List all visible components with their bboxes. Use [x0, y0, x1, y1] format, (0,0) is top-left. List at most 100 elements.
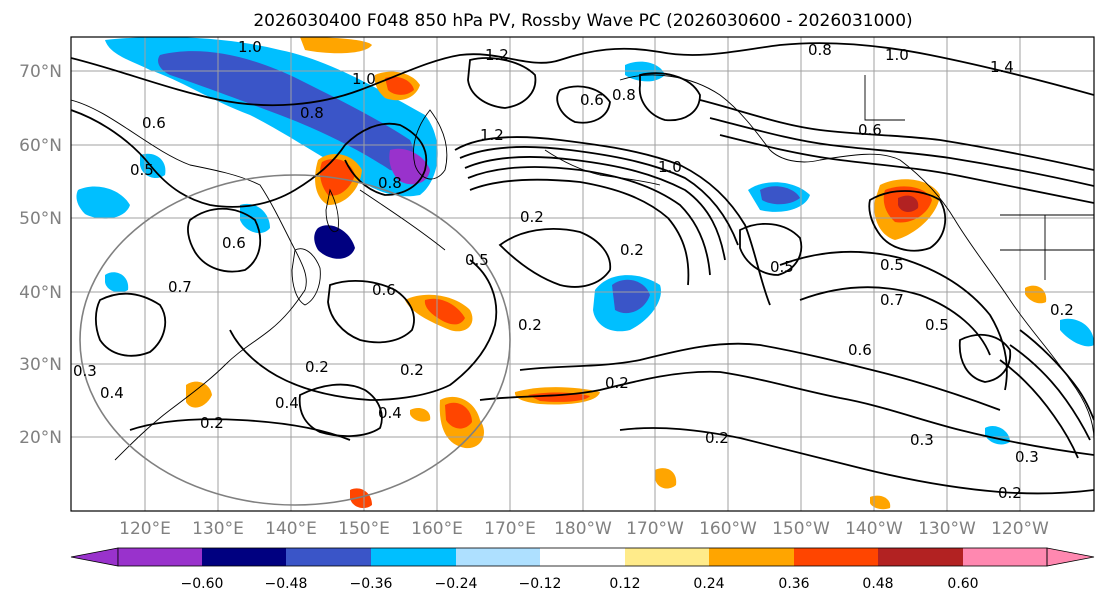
kurils-coast	[359, 189, 446, 251]
contour-line	[454, 136, 771, 306]
contour-label: 0.2	[518, 316, 542, 334]
lon-tick-label: 120°E	[119, 519, 171, 539]
contour-label: 0.2	[200, 414, 224, 432]
contour-line	[709, 117, 1094, 187]
colorbar-segment	[963, 548, 1047, 566]
colorbar-tick-label: −0.24	[435, 576, 478, 592]
contour-label: 1.2	[480, 126, 504, 144]
colorbar-tick-label: 0.24	[693, 576, 724, 592]
contour-line	[999, 359, 1079, 459]
contour-label: 0.3	[1015, 448, 1039, 466]
positive-shade	[320, 158, 355, 196]
lat-tick-label: 70°N	[19, 62, 62, 82]
contour-label: 0.8	[378, 174, 402, 192]
lon-tick-label: 170°E	[484, 519, 536, 539]
contour-label: 0.5	[770, 258, 794, 276]
contour-line	[868, 190, 947, 252]
positive-shade	[350, 488, 372, 509]
positive-shade	[898, 195, 919, 212]
contour-label: 0.6	[848, 341, 872, 359]
contour-label: 0.3	[910, 431, 934, 449]
colorbar-segment	[794, 548, 878, 566]
lat-tick-label: 20°N	[19, 428, 62, 448]
negative-shade	[76, 186, 130, 219]
positive-shade	[655, 468, 677, 489]
colorbar-segment	[118, 548, 202, 566]
contour-label: 1.0	[658, 158, 682, 176]
contour-line	[1019, 329, 1094, 421]
contour-label: 0.2	[705, 429, 729, 447]
contour-label: 0.5	[130, 161, 154, 179]
contour-label: 1.0	[238, 38, 262, 56]
colorbar-segment	[878, 548, 963, 566]
japan-coast	[291, 248, 321, 306]
contour-label: 0.5	[465, 251, 489, 269]
contour-line	[556, 85, 611, 124]
colorbar-tick-label: 0.36	[778, 576, 809, 592]
north-america-coast	[619, 74, 1094, 441]
colorbar-extend-min	[70, 547, 119, 567]
contour-line	[467, 57, 537, 109]
contour-label: 0.2	[520, 208, 544, 226]
colorbar-segment	[709, 548, 794, 566]
positive-shade	[385, 76, 414, 95]
colorbar-segment	[456, 548, 540, 566]
contour-line	[638, 72, 701, 122]
contour-line	[71, 42, 1094, 107]
colorbar: −0.60 −0.48 −0.36 −0.24 −0.12 0.12 0.24 …	[70, 547, 1095, 592]
contour-label: 0.5	[925, 316, 949, 334]
colorbar-frame	[117, 547, 1048, 567]
contour-line	[1009, 344, 1091, 441]
contour-line	[498, 227, 612, 288]
negative-shade	[1060, 318, 1094, 347]
contour-labels: 1.0 1.2 1.0 0.8 1.4 1.0 0.6 0.8 1.2 0.8 …	[73, 38, 1074, 502]
lon-tick-label: 130°E	[192, 519, 244, 539]
colorbar-tick-label: −0.12	[519, 576, 562, 592]
contour-label: 0.2	[400, 361, 424, 379]
contour-label: 0.4	[378, 404, 402, 422]
colorbar-segment	[540, 548, 625, 566]
latitude-labels: 70°N 60°N 50°N 40°N 30°N 20°N	[19, 62, 62, 448]
negative-shade	[389, 148, 430, 185]
contour-label: 0.2	[1050, 301, 1074, 319]
contour-line	[71, 109, 346, 208]
contour-line	[327, 280, 415, 344]
contour-line	[464, 156, 726, 261]
figure-title: 2026030400 F048 850 hPa PV, Rossby Wave …	[253, 11, 912, 31]
contour-line	[958, 333, 1012, 383]
contour-label: 1.0	[885, 46, 909, 64]
contour-line	[229, 259, 498, 401]
positive-shade	[1025, 285, 1047, 304]
gridlines	[71, 37, 1094, 511]
positive-shade	[424, 298, 465, 325]
lat-tick-label: 50°N	[19, 209, 62, 229]
longitude-labels: 120°E 130°E 140°E 150°E 160°E 170°E 180°…	[119, 519, 1049, 539]
contour-line	[739, 223, 803, 276]
contour-label: 0.5	[880, 256, 904, 274]
colorbar-extend-max	[1046, 547, 1095, 567]
lat-tick-label: 40°N	[19, 283, 62, 303]
lon-tick-label: 140°W	[845, 519, 903, 539]
positive-shade	[300, 37, 372, 54]
lon-tick-label: 180°W	[554, 519, 612, 539]
lat-tick-label: 60°N	[19, 136, 62, 156]
pv-contours	[71, 42, 1094, 495]
contour-label: 0.2	[998, 484, 1022, 502]
contour-label: 0.2	[620, 241, 644, 259]
pv-shading	[76, 37, 1094, 510]
contour-label: 0.4	[100, 384, 124, 402]
contour-line	[459, 146, 739, 246]
lon-tick-label: 150°W	[772, 519, 830, 539]
contour-label: 0.2	[305, 358, 329, 376]
contour-label: 1.2	[485, 46, 509, 64]
contour-label: 0.6	[142, 114, 166, 132]
contour-label: 0.2	[605, 374, 629, 392]
contour-line	[467, 166, 711, 276]
lon-tick-label: 160°W	[699, 519, 757, 539]
contour-label: 1.0	[352, 70, 376, 88]
contour-line	[779, 250, 1008, 391]
reference-circle	[79, 174, 511, 506]
contour-label: 0.3	[73, 362, 97, 380]
negative-shade	[760, 186, 800, 205]
contour-label: 0.6	[372, 281, 396, 299]
